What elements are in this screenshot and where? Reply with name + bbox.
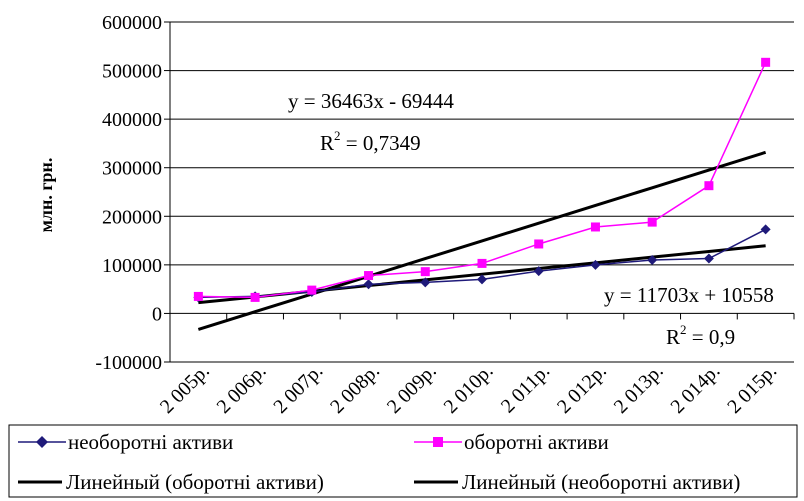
legend-item-oborotni: оборотні активи (414, 430, 609, 454)
y-tick-labels: -100000 0 100000 200000 300000 400000 500000 60… (95, 12, 162, 374)
legend-label-neoborotni: необоротні активи (68, 430, 233, 454)
data-point-square (761, 57, 771, 67)
trendline-annotation-neoborotni: y = 11703x + 10558 R2 = 0,9 (604, 283, 774, 349)
y-tick-label: 100000 (102, 255, 162, 277)
legend-label-oborotni: оборотні активи (464, 430, 609, 454)
x-tick-label: 2 007р. (269, 360, 327, 418)
data-point-square (590, 222, 600, 232)
trendline (197, 150, 767, 331)
x-tick-label: 2 015р. (723, 360, 781, 418)
x-tick-label: 2 006р. (213, 360, 271, 418)
data-point-diamond (760, 224, 771, 235)
data-point-square (307, 285, 317, 295)
y-axis-label: млн. грн. (36, 158, 56, 233)
data-series (193, 57, 771, 303)
data-point-diamond (477, 274, 487, 285)
x-tick-label: 2 011р. (497, 360, 554, 417)
axes (164, 21, 795, 363)
equation-oborotni: y = 36463x - 69444 (288, 89, 454, 113)
legend: необоротні активи оборотні активи Линейн… (8, 424, 798, 498)
legend-label-trend-neoborotni: Линейный (необоротні активи) (462, 470, 740, 494)
data-point-diamond (703, 253, 714, 264)
x-tick-labels: 2 005р.2 006р.2 007р.2 008р.2 009р.2 010… (156, 360, 781, 418)
data-point-diamond (647, 255, 658, 265)
r2-oborotni: R2 = 0,7349 (320, 128, 421, 155)
data-point-square (420, 267, 430, 277)
y-tick-label: 300000 (102, 158, 162, 180)
data-point-diamond (533, 266, 544, 277)
trendline-annotation-oborotni: y = 36463x - 69444 R2 = 0,7349 (288, 89, 454, 155)
y-tick-label: 0 (152, 303, 162, 325)
r2-neoborotni: R2 = 0,9 (666, 322, 735, 349)
y-tick-label: 500000 (102, 61, 162, 83)
y-tick-label: -100000 (95, 352, 162, 374)
data-point-diamond (363, 279, 374, 290)
legend-box (8, 424, 798, 498)
y-tick-label: 600000 (102, 12, 162, 34)
y-tick-label: 200000 (102, 206, 162, 228)
x-tick-label: 2 014р. (666, 360, 724, 418)
data-point-square (364, 271, 374, 281)
equation-neoborotni: y = 11703x + 10558 (604, 283, 774, 307)
x-tick-label: 2 009р. (383, 360, 441, 418)
data-point-diamond (420, 277, 431, 288)
data-point-diamond (590, 259, 601, 270)
legend-item-neoborotni: необоротні активи (18, 430, 233, 454)
legend-item-trend-oborotni: Линейный (оборотні активи) (18, 470, 324, 494)
square-marker-icon (433, 437, 443, 447)
x-tick-label: 2 010р. (440, 360, 498, 418)
data-point-square (704, 181, 714, 191)
x-tick-label: 2 008р. (326, 360, 384, 418)
y-tick-label: 400000 (102, 109, 162, 131)
data-point-square (477, 258, 487, 268)
x-tick-label: 2 012р. (553, 360, 611, 418)
data-point-square (193, 291, 203, 301)
x-tick-label: 2 013р. (610, 360, 668, 418)
legend-label-trend-oborotni: Линейный (оборотні активи) (66, 470, 324, 494)
data-point-square (250, 292, 260, 302)
x-tick-label: 2 005р. (156, 360, 214, 418)
data-point-square (534, 239, 544, 249)
legend-item-trend-neoborotni: Линейный (необоротні активи) (414, 470, 740, 494)
data-point-square (647, 217, 657, 227)
diamond-marker-icon (36, 436, 48, 448)
